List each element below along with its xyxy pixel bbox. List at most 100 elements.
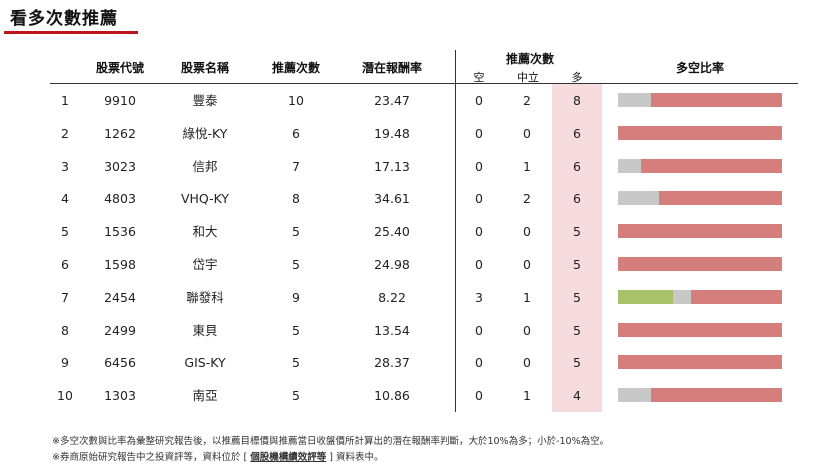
table-row: 2 1262 綠悅-KY 6 19.48 0 0 6 [50,117,798,150]
rank-cell: 2 [61,125,69,141]
stock-name-cell: 聯發科 [186,289,224,305]
potential-return-cell: 19.48 [374,125,410,141]
bear-count-cell: 0 [475,257,483,272]
header-bull: 多 [571,71,583,84]
stock-code-cell: 1536 [104,224,136,240]
neutral-count-cell: 0 [523,322,531,338]
rank-cell: 8 [61,322,69,338]
ratio-bar [618,224,782,239]
bull-segment [650,93,782,107]
rank-cell: 5 [61,224,69,240]
header-name: 股票名稱 [180,61,229,75]
bull-column-highlight [552,84,602,412]
stock-code-cell: 2499 [104,322,136,338]
bear-count-cell: 0 [475,158,483,174]
ratio-bar [618,355,782,370]
potential-return-cell: 25.40 [374,224,410,240]
stock-code-cell: 1262 [104,125,136,141]
neutral-count-cell: 2 [523,93,531,108]
neutral-count-cell: 2 [523,191,531,207]
column-separator [455,50,456,412]
recommend-count-cell: 9 [292,289,300,305]
neutral-count-cell: 0 [523,224,531,240]
bear-count-cell: 0 [475,125,483,141]
stock-name-cell: 信邦 [192,158,218,174]
stock-name-cell: 岱宇 [192,257,218,272]
table-header: 股票代號 股票名稱 推薦次數 潛在報酬率 推薦次數 空 中立 多 多空比率 [50,50,798,84]
bull-count-cell: 5 [573,289,581,305]
recommend-count-cell: 10 [288,93,304,108]
stock-code-cell: 1598 [104,257,136,272]
bear-count-cell: 0 [475,322,483,338]
header-count: 推薦次數 [271,61,320,75]
potential-return-cell: 13.54 [374,322,410,338]
header-code: 股票代號 [95,61,144,75]
bull-segment [618,224,782,239]
neutral-count-cell: 0 [523,125,531,141]
potential-return-cell: 34.61 [374,191,410,207]
table-row: 5 1536 和大 5 25.40 0 0 5 [50,215,798,248]
bear-count-cell: 0 [475,191,483,207]
rank-cell: 6 [61,257,69,272]
neutral-count-cell: 1 [523,158,531,174]
title-underline [4,31,138,34]
header-bear: 空 [473,71,485,84]
bull-count-cell: 4 [573,388,581,404]
bull-count-cell: 5 [573,224,581,240]
bull-segment [650,388,782,403]
table-row: 7 2454 聯發科 9 8.22 3 1 5 [50,281,798,314]
rank-cell: 10 [57,388,73,404]
potential-return-cell: 10.86 [374,388,410,404]
rank-cell: 3 [61,158,69,174]
table-row: 8 2499 東貝 5 13.54 0 0 5 [50,314,798,347]
stock-name-cell: 綠悅-KY [182,125,228,141]
stock-code-cell: 2454 [104,289,136,305]
bull-segment [618,125,782,140]
stock-code-cell: 9910 [104,93,136,108]
bear-count-cell: 0 [475,388,483,404]
header-ratio: 多空比率 [675,61,724,75]
stock-name-cell: 南亞 [192,388,218,404]
stock-code-cell: 4803 [104,191,136,207]
table-row: 10 1303 南亞 5 10.86 0 1 4 [50,379,798,412]
neutral-count-cell: 1 [523,289,531,305]
bull-segment [641,158,782,173]
ratio-bar [618,93,782,107]
table-row: 3 3023 信邦 7 17.13 0 1 6 [50,150,798,183]
header-divider [50,83,798,84]
header-return: 潛在報酬率 [361,61,422,75]
bear-segment [618,289,673,304]
bull-segment [659,191,782,206]
rank-cell: 4 [61,191,69,207]
rating-table-link[interactable]: 個股機構績效評等 [250,452,327,463]
rank-cell: 1 [61,93,69,108]
bull-segment [618,355,782,370]
ratio-bar [618,289,782,304]
neutral-segment [618,388,651,403]
bull-count-cell: 5 [573,322,581,338]
ratio-bar [618,388,782,403]
ratio-bar [618,158,782,173]
potential-return-cell: 23.47 [374,93,410,108]
page-title: 看多次數推薦 [10,9,118,29]
bear-count-cell: 0 [475,93,483,108]
bull-count-cell: 8 [573,93,581,108]
stock-code-cell: 3023 [104,158,136,174]
recommend-count-cell: 5 [292,224,300,240]
recommend-count-cell: 5 [292,257,300,272]
table-row: 9 6456 GIS-KY 5 28.37 0 0 5 [50,346,798,379]
bull-count-cell: 6 [573,125,581,141]
bear-count-cell: 0 [475,355,483,371]
potential-return-cell: 24.98 [374,257,410,272]
stock-name-cell: GIS-KY [184,355,226,371]
recommend-count-cell: 5 [292,388,300,404]
stock-code-cell: 6456 [104,355,136,371]
footnote-2-prefix: ※券商原始研究報告中之投資評等，資料位於 [ [52,452,251,463]
header-neutral: 中立 [517,71,539,84]
recommend-count-cell: 8 [292,191,300,207]
neutral-segment [618,191,659,206]
recommend-count-cell: 7 [292,158,300,174]
bull-count-cell: 6 [573,158,581,174]
footnote-1: ※多空次數與比率為彙整研究報告後，以推薦目標價與推薦當日收盤價所計算出的潛在報酬… [52,436,610,447]
footnote-2-suffix: ] 資料表中。 [326,452,384,463]
